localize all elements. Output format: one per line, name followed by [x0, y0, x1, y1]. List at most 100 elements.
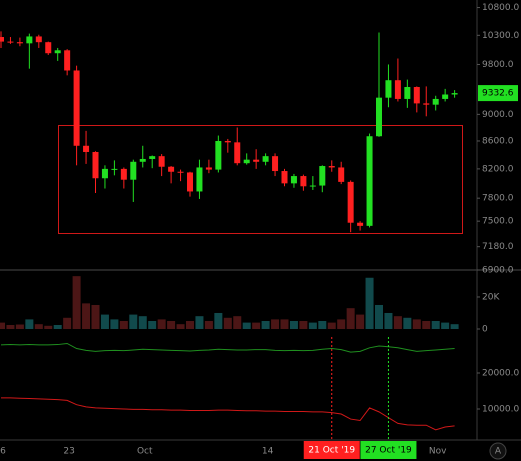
candle-body [366, 136, 373, 226]
y-tick-label: 9000.0 [482, 110, 514, 120]
candle-body [243, 159, 250, 164]
candle-body [111, 168, 118, 170]
candle-body [196, 167, 203, 192]
volume-bar [403, 317, 412, 329]
volume-bar [100, 314, 109, 329]
candle-body [0, 37, 4, 42]
y-tick-label: 6900.0 [482, 266, 514, 276]
candle-body [319, 166, 326, 186]
volume-bar [167, 320, 176, 329]
y-tick-label: 9800.0 [482, 60, 514, 70]
candle-body [357, 222, 364, 226]
y-tick-label: 0 [482, 325, 488, 335]
x-tick-label: Nov [429, 447, 447, 457]
volume-bar [261, 320, 270, 329]
y-tick-label: 7500.0 [482, 217, 514, 227]
volume-bar [318, 320, 327, 329]
volume-bar [393, 316, 402, 329]
candle-body [7, 41, 14, 43]
candle-body [451, 93, 458, 95]
candle-body [262, 156, 269, 162]
y-tick-label: 20K [482, 292, 500, 302]
volume-bar [214, 312, 223, 329]
volume-bar [0, 322, 5, 329]
candle-body [385, 80, 392, 98]
candle-body [290, 176, 297, 184]
volume-bar [242, 322, 251, 329]
candle-body [64, 50, 71, 71]
volume-bar [148, 320, 157, 329]
volume-bar [271, 319, 280, 329]
candle-body [215, 140, 222, 170]
x-tick-label: 6 [0, 447, 6, 457]
candle-body [73, 70, 80, 146]
volume-bar [110, 319, 119, 329]
volume-bar [441, 322, 450, 329]
volume-bar [129, 314, 138, 329]
volume-bar [289, 320, 298, 329]
volume-bar [72, 276, 81, 329]
volume-bar [195, 316, 204, 329]
candle-body [300, 176, 307, 187]
volume-bar [365, 277, 374, 329]
scale-button[interactable] [489, 442, 507, 460]
volume-bar [233, 316, 242, 329]
candle-body [16, 42, 23, 44]
volume-bar [223, 317, 232, 329]
volume-bar [431, 320, 440, 329]
volume-bar [63, 317, 72, 329]
highlight-rectangle [58, 125, 463, 234]
candle-body [149, 156, 156, 159]
volume-bar [157, 319, 166, 329]
crosshair-label-box [360, 441, 417, 459]
volume-bar [412, 319, 421, 329]
candle-body [253, 159, 260, 162]
candle-body [394, 80, 401, 99]
candle-body [442, 94, 449, 99]
y-tick-label: 20000.0 [482, 369, 519, 379]
candle-body [187, 172, 193, 192]
volume-bar [308, 322, 317, 329]
candle-body [26, 36, 33, 44]
x-tick-label: Oct [137, 447, 153, 457]
volume-bar [337, 319, 346, 329]
y-tick-label: 10300.0 [482, 31, 519, 41]
candle-body [272, 156, 279, 172]
candle-body [224, 140, 231, 143]
volume-bar [384, 312, 393, 329]
y-tick-label: 10800.0 [482, 3, 519, 13]
y-tick-label: 10000.0 [482, 405, 519, 415]
candle-body [423, 103, 430, 105]
x-tick-label: 23 [63, 447, 74, 457]
volume-bar [34, 324, 43, 329]
scale-button-label[interactable]: A [495, 447, 502, 457]
volume-bar [280, 319, 289, 329]
candle-body [281, 171, 288, 184]
candle-body [309, 185, 316, 187]
candle-body [139, 158, 146, 162]
current-price-box [478, 85, 518, 102]
volume-bar [450, 324, 459, 329]
volume-bar [25, 319, 34, 329]
volume-bar [346, 308, 355, 329]
indicator-line [0, 342, 455, 353]
candle-body [205, 167, 212, 170]
candle-body [158, 156, 165, 167]
candle-body [376, 97, 382, 137]
y-tick-label: 8200.0 [482, 164, 514, 174]
candle-body [45, 42, 52, 54]
candle-body [168, 166, 175, 172]
current-price-label: 9332.6 [482, 89, 514, 99]
crosshair-label-box [303, 441, 360, 459]
volume-bar [176, 324, 185, 329]
y-tick-label: 8600.0 [482, 136, 514, 146]
volume-bar [186, 320, 194, 329]
volume-bar [82, 303, 91, 329]
volume-bar [375, 304, 383, 329]
y-tick-label: 7180.0 [482, 242, 514, 252]
candle-body [347, 181, 354, 223]
indicator-line [1, 397, 455, 431]
candle-body [83, 145, 90, 152]
